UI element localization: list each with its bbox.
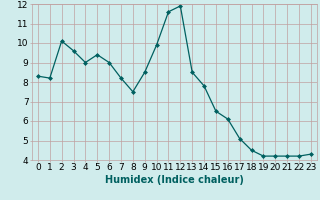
X-axis label: Humidex (Indice chaleur): Humidex (Indice chaleur) [105, 175, 244, 185]
